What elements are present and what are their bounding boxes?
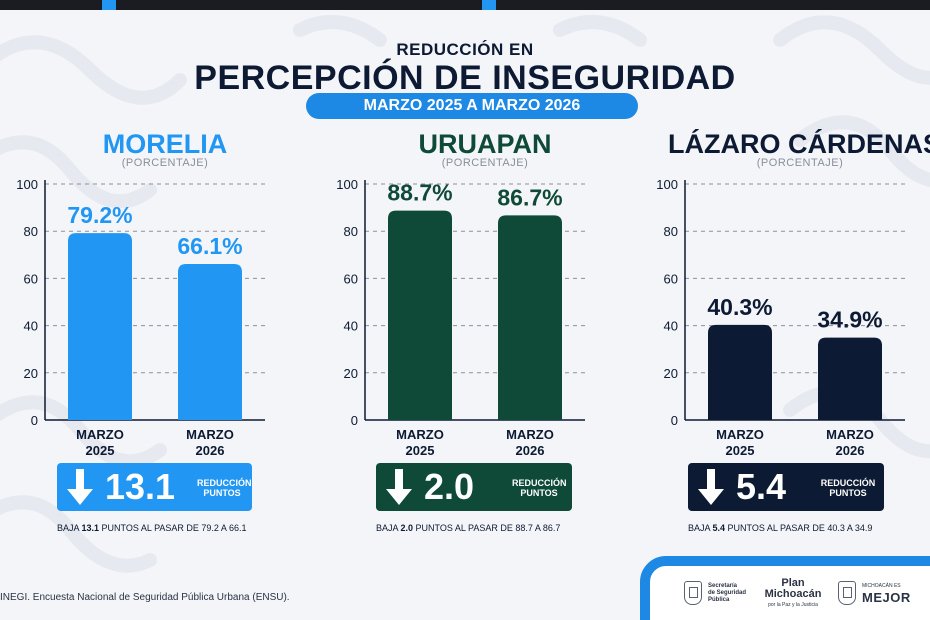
bar-value-label: 34.9% [817, 307, 882, 333]
y-tick-label: 40 [664, 319, 678, 334]
y-tick-label: 100 [336, 177, 358, 192]
y-tick-label: 20 [24, 366, 38, 381]
y-tick-label: 40 [24, 319, 38, 334]
x-tick-label: MARZO 2025 [716, 427, 764, 458]
reduction-value: 5.4 [736, 466, 787, 507]
chart-title: LÁZARO CÁRDENAS [668, 129, 930, 159]
secretaria-line: Pública [708, 597, 730, 603]
y-tick-label: 40 [344, 319, 358, 334]
reduction-badge: 5.4 REDUCCIÓN PUNTOS [688, 463, 884, 511]
note-suffix: PUNTOS AL PASAR DE 79.2 A 66.1 [99, 523, 247, 533]
y-tick-label: 0 [31, 413, 38, 428]
y-tick-label: 20 [664, 366, 678, 381]
bar [708, 324, 772, 420]
chart-subtitle: (PORCENTAJE) [121, 157, 209, 169]
chart-title: URUAPAN [418, 129, 552, 159]
bar-value-label: 88.7% [387, 180, 452, 206]
note-prefix: BAJA [688, 523, 713, 533]
reduction-label: REDUCCIÓN [820, 478, 876, 488]
y-tick-label: 0 [671, 413, 678, 428]
reduction-badge: 2.0 REDUCCIÓN PUNTOS [376, 463, 572, 511]
x-tick-label: MARZO 2026 [506, 427, 554, 458]
reduction-note: BAJA 2.0 PUNTOS AL PASAR DE 88.7 A 86.7 [376, 523, 560, 533]
mejor-caption: MICHOACÁN ES [862, 583, 901, 589]
reduction-label: PUNTOS [829, 488, 867, 498]
top-strip-accent [482, 0, 496, 10]
note-value: 2.0 [400, 523, 414, 533]
y-tick-label: 0 [351, 413, 358, 428]
down-arrow-icon [386, 469, 412, 505]
bar [498, 215, 562, 420]
plan-title-line: Plan [781, 577, 805, 589]
y-tick-label: 60 [344, 271, 358, 286]
bar-chart-lazaro-cardenas: 100 80 60 40 20 0 40.3% MARZO 2025 34.9% MARZO 2026 [656, 177, 905, 458]
header-subtitle: REDUCCIÓN EN [396, 40, 534, 59]
down-arrow-icon [67, 469, 93, 505]
top-image-strip [0, 0, 930, 10]
reduction-value: 2.0 [424, 466, 475, 507]
bar-value-label: 66.1% [177, 233, 242, 259]
y-tick-label: 60 [24, 271, 38, 286]
bar [818, 337, 882, 420]
y-tick-label: 80 [24, 224, 38, 239]
x-tick-label: MARZO 2025 [396, 427, 444, 458]
chart-subtitle: (PORCENTAJE) [441, 157, 529, 169]
x-tick-label: MARZO 2025 [76, 427, 124, 458]
plan-subtitle: por la Paz y la Justicia [768, 602, 818, 608]
y-tick-label: 80 [664, 224, 678, 239]
reduction-label: PUNTOS [520, 488, 558, 498]
chart-title: MORELIA [102, 129, 228, 159]
y-tick-label: 100 [16, 177, 38, 192]
y-tick-label: 80 [344, 224, 358, 239]
state-seal-icon [684, 581, 702, 605]
chart-subtitle: (PORCENTAJE) [756, 157, 844, 169]
x-tick-label: MARZO 2026 [186, 427, 234, 458]
reduction-label: PUNTOS [203, 488, 241, 498]
reduction-value: 13.1 [105, 466, 176, 507]
bar-value-label: 86.7% [497, 184, 562, 210]
bar [178, 264, 242, 420]
bar-chart-morelia: 100 80 60 40 20 0 79.2% MARZO 2025 66.1% MARZO 2026 [16, 177, 265, 458]
plan-title-line: Michoacán [764, 588, 822, 600]
y-tick-label: 100 [656, 177, 678, 192]
note-value: 5.4 [712, 523, 726, 533]
y-tick-label: 20 [344, 366, 358, 381]
top-strip-accent [102, 0, 116, 10]
note-suffix: PUNTOS AL PASAR DE 40.3 A 34.9 [725, 523, 873, 533]
bar-chart-uruapan: 100 80 60 40 20 0 88.7% MARZO 2025 86.7% MARZO 2026 [336, 177, 585, 458]
note-prefix: BAJA [57, 523, 82, 533]
secretaria-line: Secretaría [708, 583, 738, 589]
note-prefix: BAJA [376, 523, 401, 533]
date-range-pill: MARZO 2025 A MARZO 2026 [306, 93, 638, 119]
down-arrow-icon [698, 469, 724, 505]
bar-value-label: 79.2% [67, 202, 132, 228]
reduction-label: REDUCCIÓN [197, 478, 252, 488]
bar-value-label: 40.3% [707, 294, 772, 320]
note-value: 13.1 [81, 523, 100, 533]
bar [388, 210, 452, 420]
reduction-badge: 13.1 REDUCCIÓN PUNTOS [57, 463, 252, 511]
page-title: PERCEPCIÓN DE INSEGURIDAD [194, 59, 736, 97]
reduction-label: REDUCCIÓN [512, 478, 567, 488]
state-seal-icon [838, 581, 856, 605]
mejor-wordmark: MEJOR [862, 590, 911, 605]
x-tick-label: MARZO 2026 [826, 427, 874, 458]
footer-logos: Secretaría de Seguridad Pública Plan Mic… [640, 556, 930, 620]
secretaria-line: de Seguridad [708, 590, 747, 596]
source-note: INEGI. Encuesta Nacional de Seguridad Pú… [0, 592, 290, 603]
secretaria-text: Secretaría de Seguridad Pública [708, 583, 746, 604]
reduction-note: BAJA 13.1 PUNTOS AL PASAR DE 79.2 A 66.1 [57, 523, 246, 533]
note-suffix: PUNTOS AL PASAR DE 88.7 A 86.7 [413, 523, 561, 533]
bar [68, 233, 132, 420]
y-tick-label: 60 [664, 271, 678, 286]
reduction-note: BAJA 5.4 PUNTOS AL PASAR DE 40.3 A 34.9 [688, 523, 872, 533]
